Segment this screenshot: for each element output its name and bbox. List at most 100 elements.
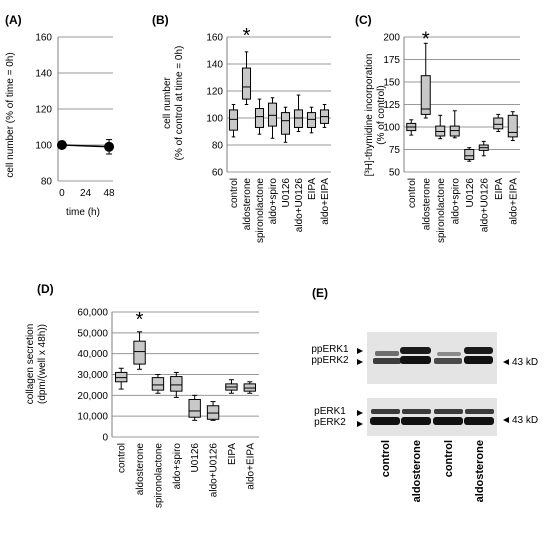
band-bottom-lane3-upper	[434, 409, 463, 414]
panel-d-y-ticks: 0 10,000 20,000 30,000 40,000 50,000 60,000	[77, 308, 108, 444]
panel-c-label: (C)	[355, 13, 372, 27]
b-category-label: control	[229, 178, 240, 208]
lane-label-1: control	[380, 440, 392, 477]
panel-c-y-axis-label-line2: (% of control)	[376, 85, 387, 144]
b-category-label: EIPA	[307, 178, 318, 200]
panel-b-boxes: *	[228, 25, 330, 143]
arrow-perk2-icon	[357, 421, 363, 427]
label-perk2: pERK2	[314, 417, 346, 428]
d-category-label: spironolactone	[153, 443, 164, 508]
b-y-tick-label: 140	[206, 60, 223, 71]
c-box-aldosterone	[420, 42, 431, 119]
panel-a-series	[56, 139, 115, 155]
c-category-label: spironolactone	[436, 178, 447, 243]
band-top-lane3-lower	[434, 358, 462, 364]
b-box-control	[228, 104, 239, 138]
panel-a-x-axis-label: time (h)	[66, 207, 100, 218]
band-bottom-lane3-lower	[433, 417, 463, 425]
box-iqr	[306, 112, 317, 128]
c-category-label: aldosterone	[421, 178, 432, 231]
c-box-spironolactone	[435, 114, 446, 140]
box-iqr	[293, 109, 304, 128]
c-category-label: aldo+spiro	[450, 178, 461, 225]
band-bottom-lane4-lower	[464, 417, 494, 425]
a-x-tick-label: 48	[104, 188, 116, 199]
c-box-aldo+U0126	[478, 140, 489, 157]
band-top-lane2-lower	[400, 356, 431, 364]
d-y-tick-label: 60,000	[77, 308, 108, 319]
c-y-tick-label: 200	[383, 33, 400, 44]
panel-e-label: (E)	[312, 286, 328, 300]
c-y-tick-label: 50	[389, 168, 401, 179]
panel-a-label: (A)	[5, 13, 22, 27]
b-category-label: U0126	[281, 178, 292, 208]
arrow-pperk1-icon	[357, 348, 363, 354]
a-x-tick-label: 24	[80, 188, 92, 199]
panel-a-x-ticks: 0 24 48	[59, 188, 115, 199]
d-category-label: EIPA	[227, 443, 238, 465]
band-top-lane2-upper	[400, 347, 431, 354]
band-bottom-lane2-lower	[401, 417, 431, 425]
c-box-control	[406, 119, 417, 136]
marker-top: 43 kD	[512, 357, 538, 368]
c-y-tick-label: 175	[383, 55, 400, 66]
box-iqr	[188, 399, 201, 418]
lane-label-3: control	[443, 440, 455, 477]
c-category-label: aldo+U0126	[479, 178, 490, 233]
d-y-tick-label: 40,000	[77, 349, 108, 360]
panel-b-y-axis-label-line2: (% of control at time = 0h)	[174, 46, 185, 161]
label-pperk1: ppERK1	[311, 344, 349, 355]
panel-a-grid	[57, 36, 113, 182]
box-iqr	[151, 377, 165, 391]
b-significance-mark: *	[243, 25, 251, 47]
d-y-tick-label: 20,000	[77, 391, 108, 402]
c-significance-mark: *	[422, 28, 430, 50]
panel-b-label: (B)	[152, 13, 169, 27]
label-perk1: pERK1	[314, 406, 346, 417]
c-y-tick-label: 125	[383, 100, 400, 111]
panel-c-y-axis-label-line1: [³H]-thymidine incorporation	[364, 54, 375, 177]
blot-top-bands	[373, 347, 493, 364]
b-box-EIPA	[306, 106, 317, 134]
c-category-label: U0126	[465, 178, 476, 208]
lane-label-2: aldosterone	[411, 440, 423, 502]
c-category-label: aldo+EIPA	[508, 178, 519, 225]
band-bottom-lane4-upper	[465, 409, 494, 414]
box-iqr	[206, 405, 220, 420]
box-iqr	[420, 75, 431, 115]
band-bottom-lane2-upper	[402, 409, 431, 414]
a-x-tick-label: 0	[59, 188, 65, 199]
d-box-spironolactone	[151, 374, 165, 394]
panel-b-y-ticks: 60 80 100 120 140 160	[206, 33, 223, 179]
d-box-aldosterone	[133, 331, 146, 370]
d-y-tick-label: 0	[102, 433, 108, 444]
panel-d-category-labels: control aldosterone spironolactone aldo+spi…	[117, 443, 257, 508]
marker-bottom: 43 kD	[512, 415, 538, 426]
d-category-label: aldo+U0126	[209, 443, 220, 498]
a-data-point	[104, 141, 115, 152]
band-bottom-lane1-lower	[370, 417, 400, 425]
panel-e: (E) ppERK1 ppERK2	[311, 286, 538, 502]
c-y-tick-label: 150	[383, 78, 400, 89]
box-iqr	[254, 108, 265, 128]
panel-c-boxes: *	[406, 28, 518, 162]
box-iqr	[228, 109, 239, 131]
a-y-tick-label: 120	[35, 105, 52, 116]
b-y-tick-label: 100	[206, 114, 223, 125]
b-y-tick-label: 80	[212, 141, 224, 152]
box-iqr	[493, 117, 504, 130]
panel-d-y-axis-label-line2: (dpm/(well x 48h))	[37, 324, 48, 404]
b-category-label: aldo+EIPA	[320, 178, 331, 225]
band-top-lane4-upper	[464, 347, 493, 354]
lane-label-4: aldosterone	[474, 440, 486, 502]
panel-b: (B) 60 80 100 120 140 160 cell number (% of c…	[152, 13, 331, 243]
d-box-EIPA	[225, 379, 238, 394]
d-box-aldo+EIPA	[243, 381, 257, 394]
box-iqr	[133, 340, 146, 365]
panel-d-label: (D)	[37, 282, 54, 296]
a-y-tick-label: 140	[35, 69, 52, 80]
b-y-tick-label: 120	[206, 87, 223, 98]
b-box-aldo+EIPA	[319, 104, 330, 128]
c-y-tick-label: 75	[389, 145, 401, 156]
d-category-label: control	[117, 443, 128, 473]
